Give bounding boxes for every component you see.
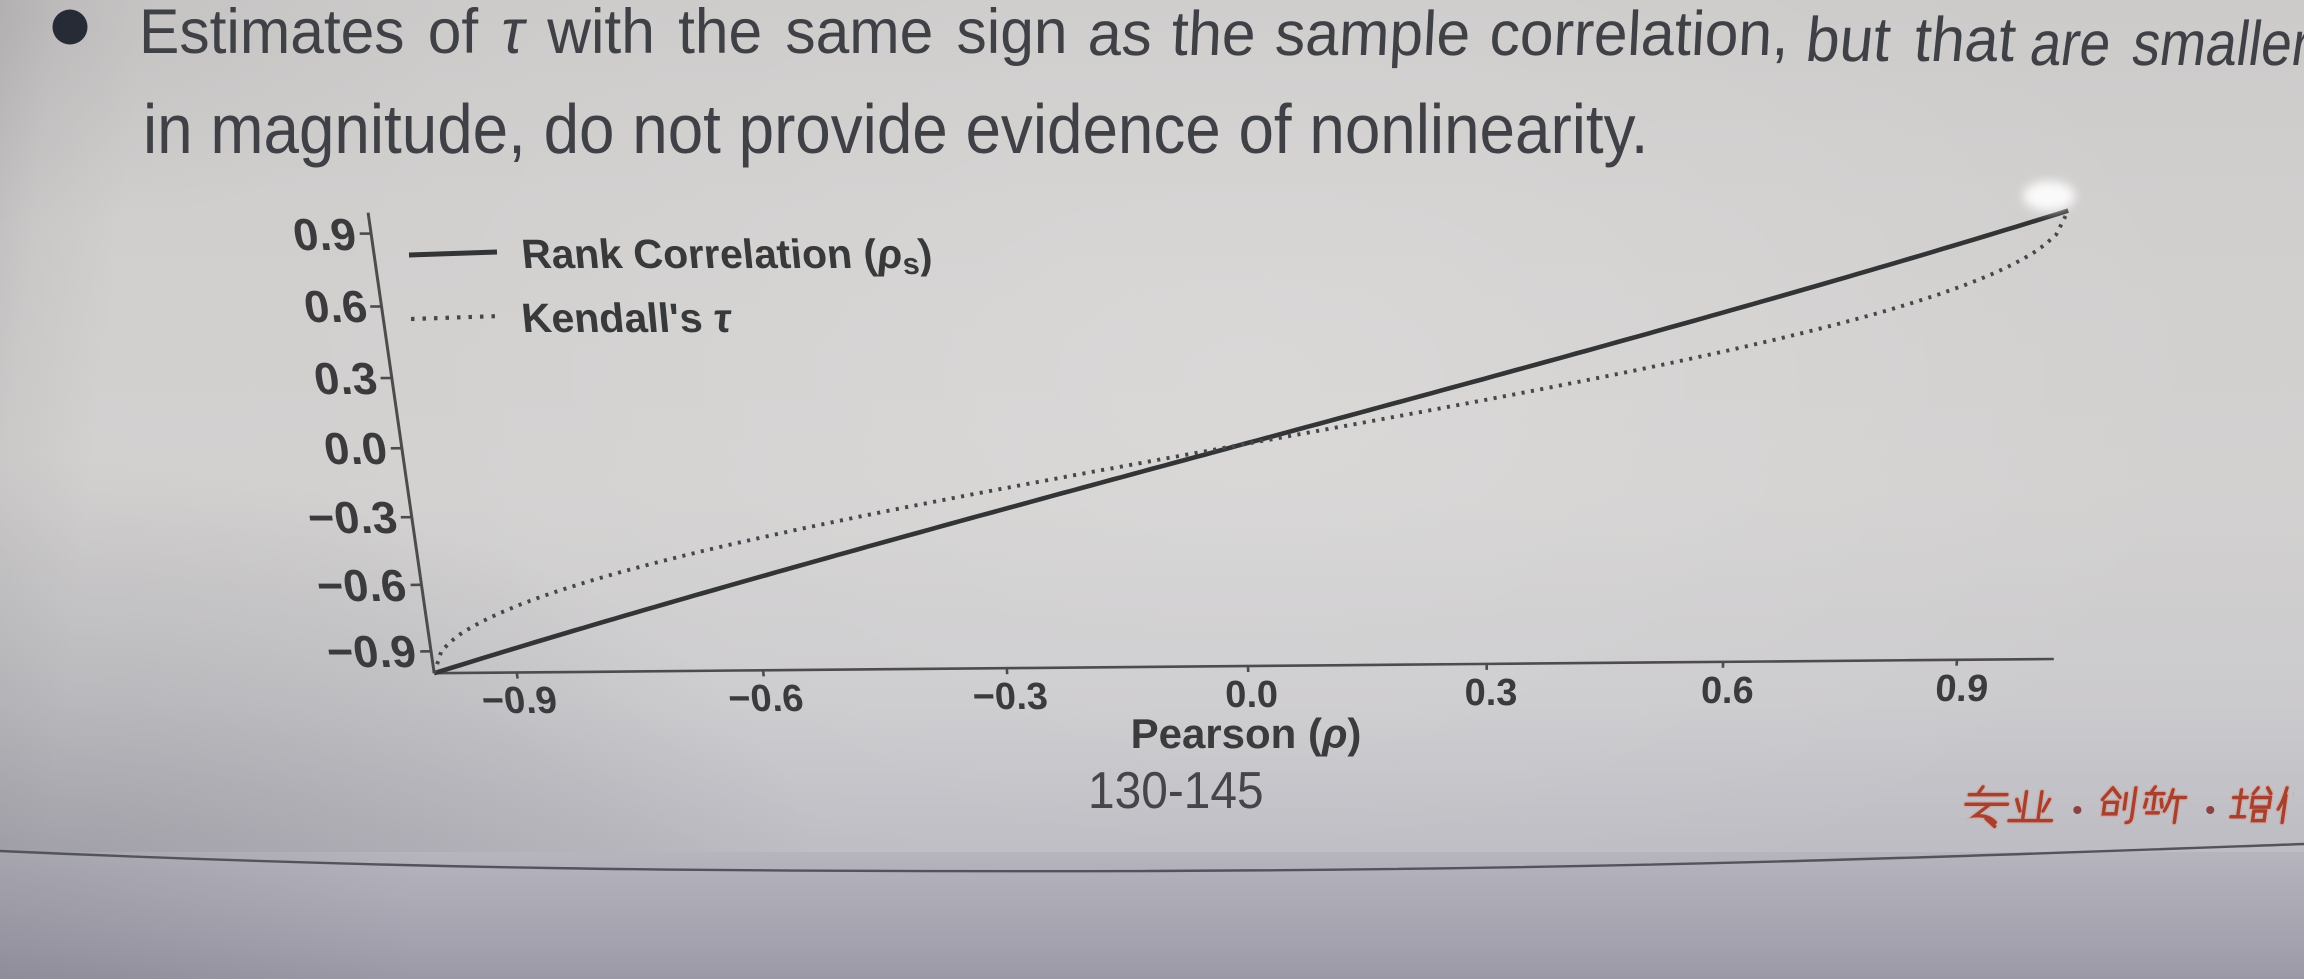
svg-text:0.9: 0.9	[1934, 668, 1990, 710]
svg-text:−0.6: −0.6	[726, 678, 805, 720]
svg-text:0.3: 0.3	[1465, 672, 1518, 714]
svg-text:0.6: 0.6	[301, 281, 371, 332]
svg-text:Pearson (ρ): Pearson (ρ)	[1131, 710, 1362, 757]
svg-text:−0.3: −0.3	[304, 492, 400, 543]
svg-text:0.0: 0.0	[321, 423, 391, 474]
svg-text:0.6: 0.6	[1700, 670, 1754, 712]
svg-text:0.3: 0.3	[311, 353, 381, 404]
svg-text:0.9: 0.9	[290, 209, 360, 260]
svg-text:−0.6: −0.6	[313, 560, 409, 611]
svg-text:0.0: 0.0	[1225, 674, 1279, 716]
svg-text:−0.3: −0.3	[971, 676, 1049, 718]
svg-text:−0.9: −0.9	[323, 626, 419, 677]
svg-text:Kendall's τ: Kendall's τ	[519, 295, 734, 341]
svg-text:−0.9: −0.9	[479, 679, 560, 722]
svg-text:Rank Correlation (ρs): Rank Correlation (ρs)	[519, 231, 934, 281]
